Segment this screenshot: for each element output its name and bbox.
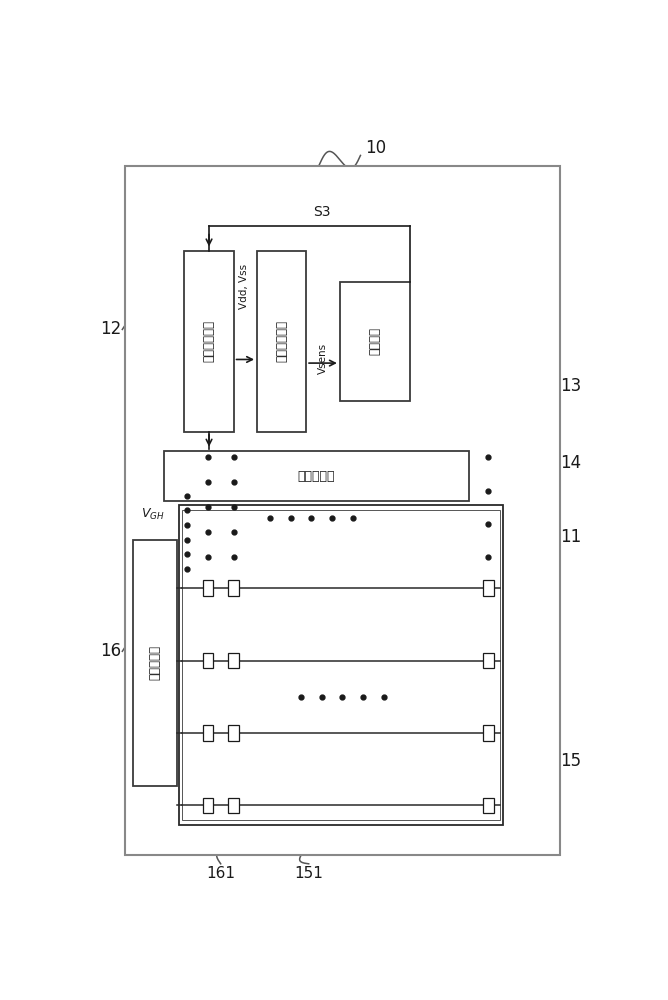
Bar bbox=[179, 505, 503, 825]
Text: S3: S3 bbox=[313, 205, 331, 219]
Text: 11: 11 bbox=[560, 528, 582, 546]
Bar bbox=[228, 580, 239, 596]
Bar bbox=[125, 166, 560, 855]
Bar bbox=[228, 798, 239, 813]
Text: 13: 13 bbox=[560, 377, 582, 395]
Bar bbox=[483, 653, 494, 668]
Bar bbox=[483, 580, 494, 596]
Bar bbox=[202, 653, 213, 668]
Bar bbox=[202, 580, 213, 596]
Bar bbox=[228, 725, 239, 741]
Text: 10: 10 bbox=[365, 139, 387, 157]
Text: 15: 15 bbox=[560, 752, 582, 770]
Bar bbox=[340, 282, 409, 401]
Bar bbox=[228, 653, 239, 668]
Text: 温度感测电路: 温度感测电路 bbox=[275, 320, 288, 362]
Text: 12: 12 bbox=[100, 320, 121, 338]
Bar bbox=[202, 725, 213, 741]
Text: 14: 14 bbox=[560, 454, 582, 472]
Text: Vsens: Vsens bbox=[318, 343, 328, 374]
Text: Vdd, Vss: Vdd, Vss bbox=[239, 264, 249, 309]
Bar bbox=[184, 251, 234, 432]
Bar bbox=[257, 251, 306, 432]
Text: 控制单元: 控制单元 bbox=[368, 327, 381, 355]
Bar bbox=[133, 540, 176, 786]
Bar bbox=[182, 510, 500, 820]
Bar bbox=[164, 451, 469, 501]
Bar bbox=[202, 798, 213, 813]
Bar bbox=[483, 725, 494, 741]
Text: 16: 16 bbox=[100, 642, 121, 660]
Text: 161: 161 bbox=[206, 866, 235, 881]
Text: $V_{GH}$: $V_{GH}$ bbox=[141, 507, 165, 522]
Text: 栎极驱动器: 栎极驱动器 bbox=[298, 470, 335, 483]
Text: 数据驱动器: 数据驱动器 bbox=[148, 645, 161, 680]
Text: 电源控制单元: 电源控制单元 bbox=[202, 320, 216, 362]
Bar bbox=[483, 798, 494, 813]
Text: 151: 151 bbox=[295, 866, 323, 881]
